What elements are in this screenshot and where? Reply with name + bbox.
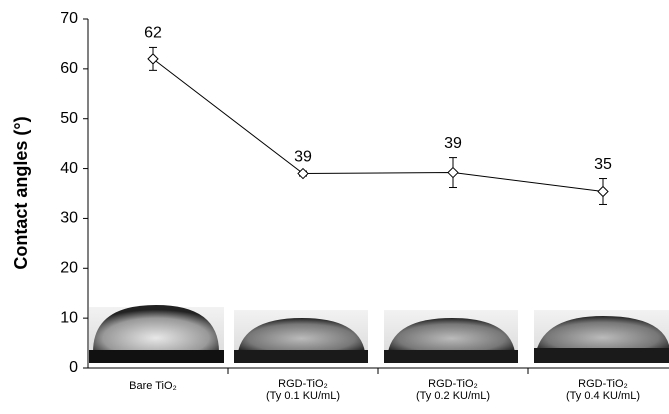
marker [298, 169, 308, 179]
y-axis-label: Contact angles (°) [11, 116, 31, 269]
marker [148, 54, 158, 64]
x-tick-label: (Ty 0.1 KU/mL) [266, 390, 340, 402]
x-tick-label: (Ty 0.2 KU/mL) [416, 390, 490, 402]
data-line [153, 59, 603, 192]
x-tick-label: (Ty 0.4 KU/mL) [566, 390, 640, 402]
value-label: 62 [144, 25, 162, 42]
y-tick-label: 50 [60, 110, 78, 127]
y-tick-label: 40 [60, 160, 78, 177]
y-tick-label: 10 [60, 309, 78, 326]
value-label: 35 [594, 156, 612, 173]
value-label: 39 [444, 135, 462, 152]
x-tick-label: RGD-TiO₂ [278, 378, 328, 390]
x-tick-label: RGD-TiO₂ [578, 378, 628, 390]
chart: Contact angles (°) 0 10 20 30 40 50 60 70 Bare T… [0, 0, 669, 414]
y-tick-label: 20 [60, 260, 78, 277]
y-tick-label: 0 [69, 359, 78, 376]
marker [598, 187, 608, 197]
y-tick-label: 70 [60, 10, 78, 27]
droplet-images [89, 305, 669, 363]
y-tick-label: 60 [60, 60, 78, 77]
x-tick-label: RGD-TiO₂ [428, 378, 478, 390]
y-tick-label: 30 [60, 210, 78, 227]
value-label: 39 [294, 148, 312, 165]
x-tick-label: Bare TiO₂ [129, 380, 177, 392]
marker [448, 168, 458, 178]
